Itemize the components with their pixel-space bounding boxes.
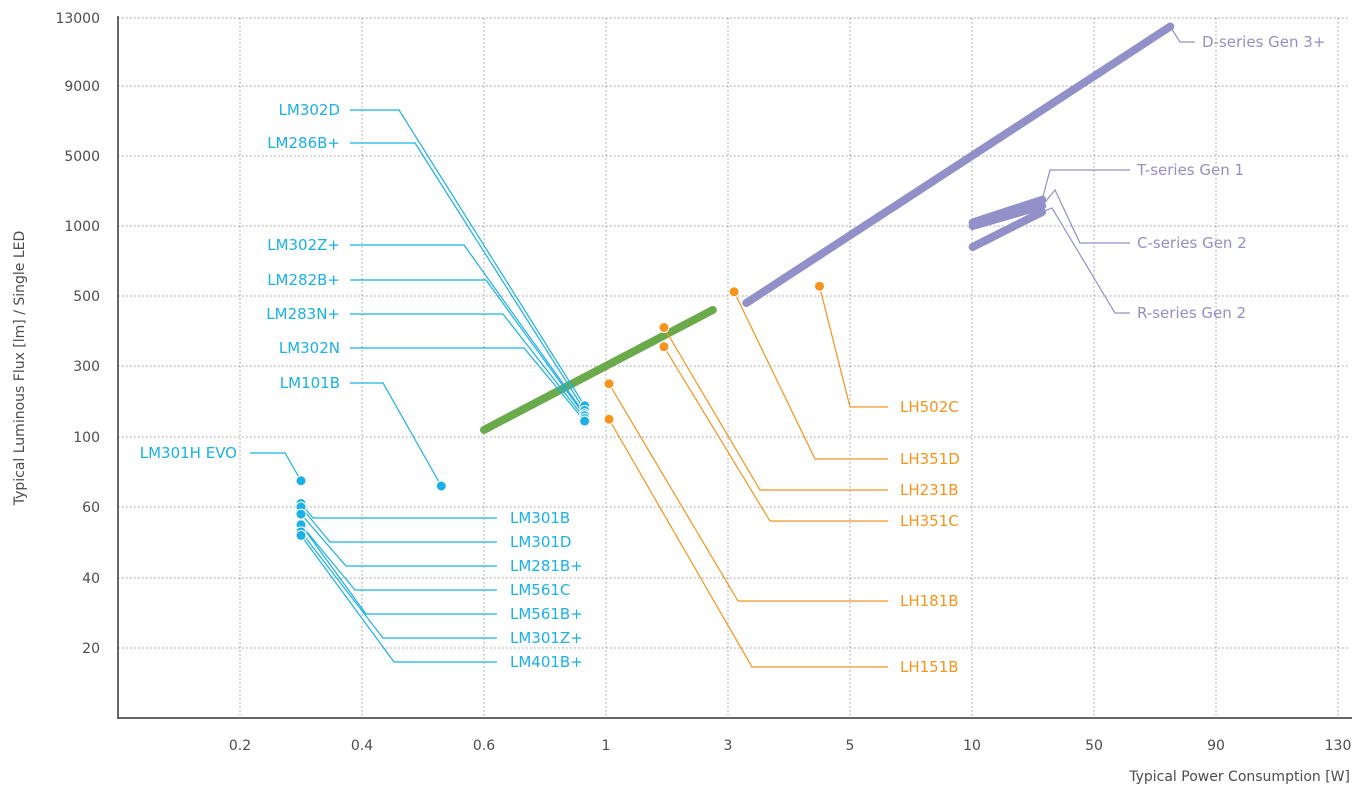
data-label: C-series Gen 2 — [1137, 234, 1247, 252]
data-point — [579, 415, 591, 427]
data-point — [658, 341, 670, 353]
data-point — [295, 475, 307, 487]
y-tick-label: 60 — [82, 500, 100, 516]
trend-line — [480, 306, 717, 434]
data-label: LM561C — [510, 581, 570, 599]
grid-lines — [118, 17, 1350, 718]
data-point — [728, 286, 740, 298]
series-lines — [480, 22, 1175, 434]
data-label: LH502C — [900, 398, 959, 416]
series-line — [968, 208, 1047, 251]
leader-line — [1041, 169, 1130, 200]
data-label: T-series Gen 1 — [1136, 161, 1244, 179]
data-label: LM301D — [510, 533, 571, 551]
x-tick-label: 10 — [963, 738, 981, 754]
data-label: LM301H EVO — [140, 444, 237, 462]
data-label: LH351C — [900, 512, 959, 530]
leader-line — [300, 524, 497, 615]
leader-line — [350, 313, 586, 419]
y-tick-label: 300 — [73, 359, 100, 375]
leader-line — [350, 382, 442, 487]
leader-line — [1041, 188, 1130, 244]
data-label: LH231B — [900, 481, 959, 499]
leader-line — [663, 327, 888, 491]
data-label: LH351D — [900, 450, 960, 468]
data-label: LM302Z+ — [267, 236, 340, 254]
x-tick-label: 90 — [1207, 738, 1225, 754]
data-label: LM286B+ — [267, 134, 340, 152]
x-tick-label: 5 — [846, 738, 855, 754]
y-tick-label: 13000 — [55, 11, 100, 27]
y-tick-label: 500 — [73, 289, 100, 305]
leader-line — [300, 531, 497, 639]
leader-line — [300, 513, 497, 567]
data-points — [295, 280, 825, 541]
data-label: LM401B+ — [510, 653, 583, 671]
x-tick-label: 3 — [724, 738, 733, 754]
data-point — [814, 280, 825, 292]
data-label: LM283N+ — [266, 305, 340, 323]
y-tick-label: 9000 — [64, 79, 100, 95]
data-point — [435, 480, 447, 492]
leader-line — [350, 142, 586, 411]
x-tick-label: 0.2 — [229, 738, 251, 754]
y-tick-label: 20 — [82, 641, 100, 657]
data-label: D-series Gen 3+ — [1202, 33, 1325, 51]
leader-line — [733, 291, 888, 460]
leader-line — [1169, 26, 1195, 43]
leader-line — [350, 109, 586, 407]
leader-line — [608, 383, 888, 602]
leader-line — [350, 279, 586, 417]
leader-line — [1041, 207, 1130, 314]
leader-line — [818, 286, 888, 408]
data-label: R-series Gen 2 — [1137, 304, 1246, 322]
data-point — [603, 378, 615, 390]
x-tick-label: 130 — [1325, 738, 1352, 754]
leader-line — [350, 244, 586, 415]
data-point — [658, 322, 670, 333]
data-label: LH181B — [900, 592, 959, 610]
data-label: LM101B — [280, 374, 340, 392]
data-labels: LM302D LM286B+ LM302Z+ LM282B+ LM283N+ LM302N… — [140, 33, 1326, 676]
data-point — [295, 508, 307, 520]
data-label: LM302D — [279, 101, 340, 119]
leader-lines — [250, 26, 1195, 668]
data-label: LM281B+ — [510, 557, 583, 575]
y-tick-label: 40 — [82, 571, 100, 587]
leader-line — [300, 503, 497, 519]
leader-line — [608, 418, 888, 668]
leader-line — [350, 347, 586, 422]
data-label: LM301Z+ — [510, 629, 583, 647]
data-label: LM301B — [510, 509, 570, 527]
data-label: LM561B+ — [510, 605, 583, 623]
x-tick-label: 0.6 — [473, 738, 495, 754]
tick-labels: 0.2 0.4 0.6 1 3 5 10 50 90 130 20 40 60 100 300 500 1000… — [55, 11, 1351, 754]
x-tick-label: 50 — [1085, 738, 1103, 754]
x-tick-label: 0.4 — [351, 738, 373, 754]
data-point — [295, 529, 307, 541]
series-line — [742, 22, 1175, 307]
leader-line — [300, 535, 497, 663]
data-label: LH151B — [900, 658, 959, 676]
leader-line — [300, 524, 497, 591]
y-tick-label: 1000 — [64, 219, 100, 235]
data-point — [603, 413, 615, 425]
x-axis-title: Typical Power Consumption [W] — [1128, 769, 1350, 785]
y-tick-label: 100 — [73, 430, 100, 446]
y-axis-title: Typical Luminous Flux [lm] / Single LED — [12, 231, 28, 507]
leader-line — [300, 506, 497, 543]
y-tick-label: 5000 — [64, 149, 100, 165]
axes — [117, 16, 1352, 719]
leader-line — [663, 346, 888, 522]
data-label: LM282B+ — [267, 271, 340, 289]
data-label: LM302N — [279, 339, 340, 357]
leader-line — [250, 452, 302, 482]
series-line — [968, 201, 1047, 230]
x-tick-label: 1 — [602, 738, 611, 754]
